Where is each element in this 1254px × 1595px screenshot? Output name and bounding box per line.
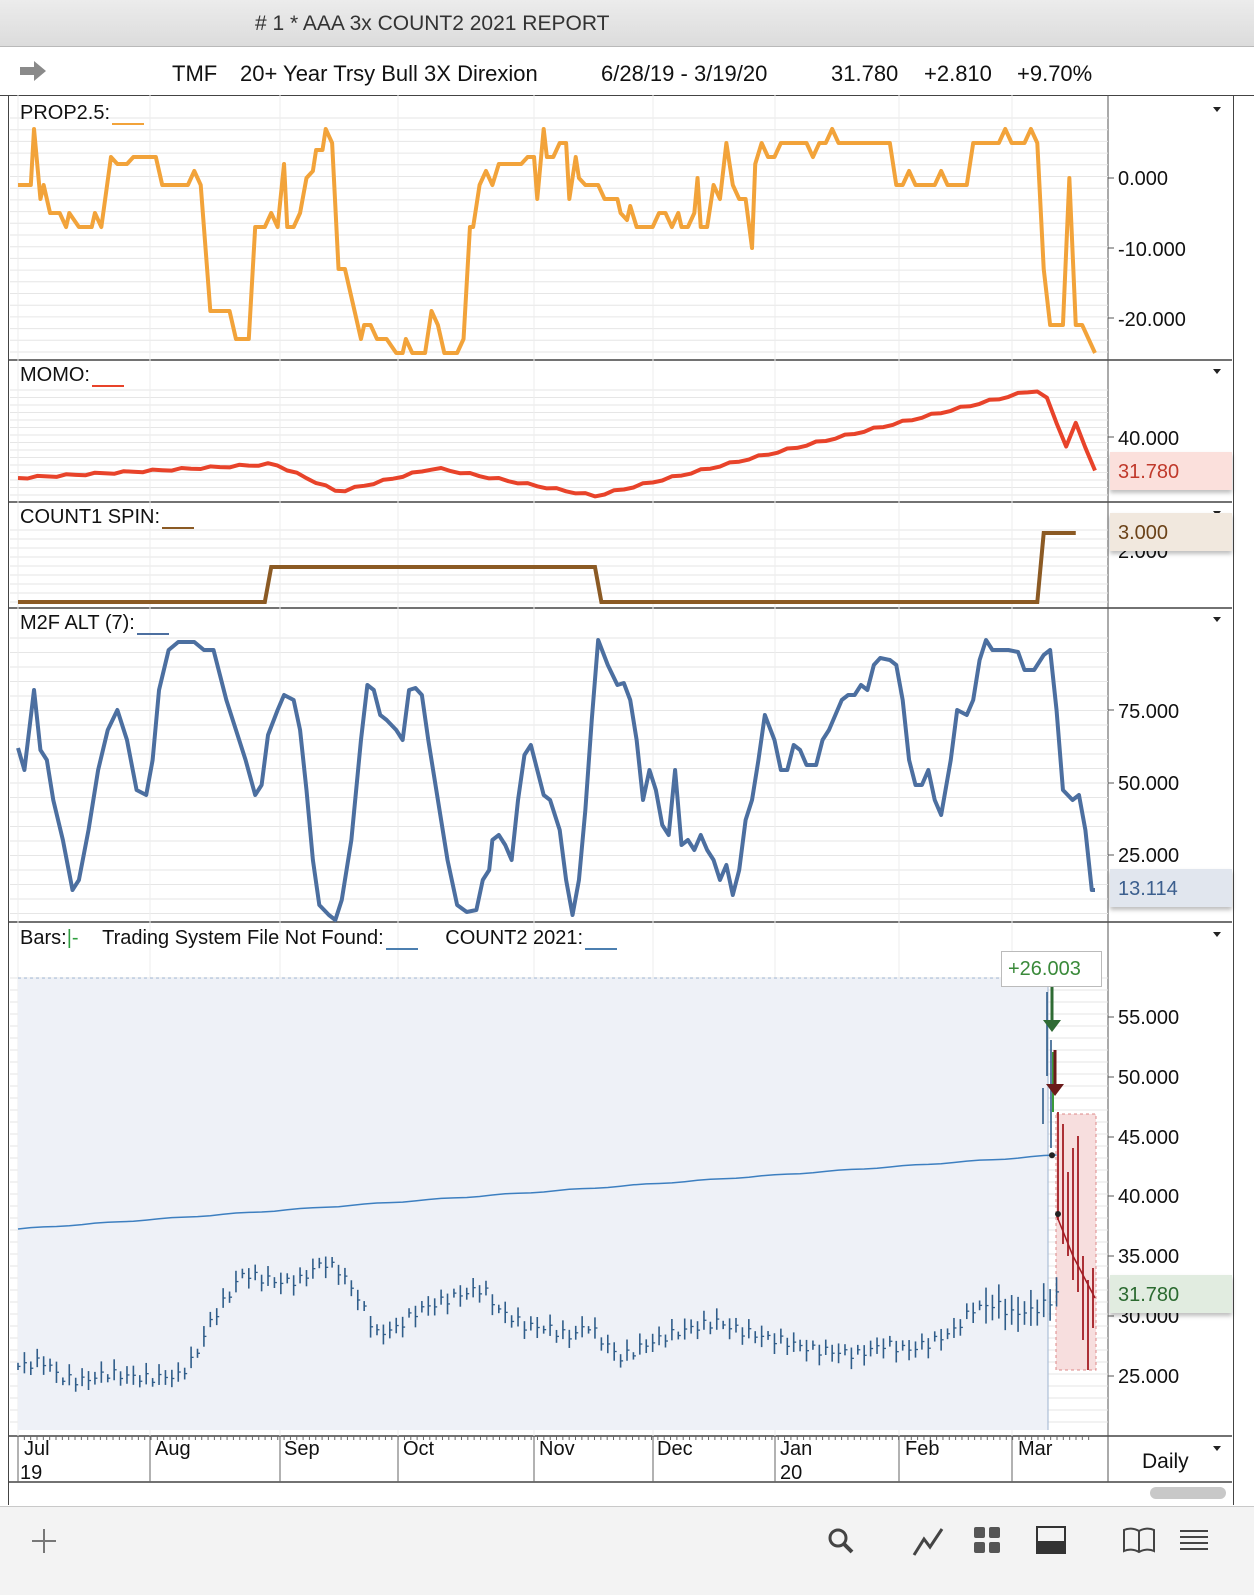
m2f-pane-label: M2F ALT (7): (20, 612, 169, 635)
prop-tick: -20.000 (1118, 309, 1186, 331)
window-title: # 1 * AAA 3x COUNT2 2021 REPORT (255, 12, 610, 35)
m2f-last-value: 13.114 (1110, 869, 1232, 907)
x-month-label: Mar (1018, 1438, 1053, 1460)
menu-icon[interactable] (1178, 1525, 1210, 1555)
window-titlebar: # 1 * AAA 3x COUNT2 2021 REPORT (0, 0, 1254, 47)
count1-pane-label: COUNT1 SPIN: (20, 506, 195, 529)
momo-pane-menu-icon[interactable] (1213, 369, 1221, 374)
bars-tick: 35.000 (1118, 1246, 1180, 1268)
plus-icon[interactable] (28, 1525, 60, 1557)
x-month-label: Nov (539, 1438, 575, 1460)
prop-tick: 0.000 (1118, 168, 1169, 190)
price-change-pct: +9.70% (1017, 61, 1093, 86)
trade-path-line (1055, 1213, 1096, 1299)
x-month-label: Dec (657, 1438, 693, 1460)
momo-tick: 40.000 (1118, 428, 1180, 450)
count1-last-value: 3.000 (1110, 513, 1232, 551)
m2f-pane-menu-icon[interactable] (1213, 617, 1221, 622)
trade-box (1055, 1113, 1097, 1371)
x-month-label: Jan (780, 1438, 813, 1460)
symbol: TMF (172, 61, 218, 86)
book-icon[interactable] (1122, 1525, 1156, 1555)
line-chart-icon[interactable] (912, 1525, 946, 1557)
x-month-label: Feb (905, 1438, 940, 1460)
search-icon[interactable] (825, 1525, 857, 1557)
prop-tick: -10.000 (1118, 239, 1186, 261)
m2f-tick: 25.000 (1118, 845, 1180, 867)
last-price: 31.780 (831, 61, 899, 86)
trade-gain-label: +26.003 (1001, 951, 1102, 987)
date-range: 6/28/19 - 3/19/20 (601, 61, 768, 86)
prop-pane-menu-icon[interactable] (1213, 107, 1221, 112)
momo-last-value: 31.780 (1110, 452, 1232, 490)
x-month-label: Sep (284, 1438, 320, 1460)
trade-exit-dot (1055, 1211, 1061, 1217)
x-month-label: Oct (403, 1438, 435, 1460)
forward-arrow-icon[interactable] (18, 59, 48, 83)
horizontal-scrollbar[interactable] (1150, 1487, 1226, 1499)
moving-average-line (17, 1154, 1057, 1230)
trade-entry-dot (1049, 1152, 1055, 1159)
bars-pane-label: Bars:|- Trading System File Not Found: C… (20, 927, 618, 950)
bars-last-value: 31.780 (1110, 1275, 1232, 1313)
bars-tick: 45.000 (1118, 1127, 1180, 1149)
panel-layout-icon[interactable] (1035, 1525, 1067, 1555)
chart-frame (8, 95, 1234, 1505)
down-arrow-icon (1046, 1084, 1064, 1096)
momo-pane-label: MOMO: (20, 364, 124, 387)
bars-background (18, 978, 1048, 1430)
count1-series-line (18, 531, 1076, 604)
bars-tick: 40.000 (1118, 1186, 1180, 1208)
bars-tick: 55.000 (1118, 1007, 1180, 1029)
symbol-bar: TMF 20+ Year Trsy Bull 3X Direxion 6/28/… (0, 47, 1254, 96)
bars-tick: 50.000 (1118, 1067, 1180, 1089)
x-year-label: 20 (780, 1462, 803, 1484)
interval-selector[interactable]: Daily (1142, 1450, 1189, 1473)
m2f-series-line (16, 638, 1095, 922)
prop-pane-label: PROP2.5: (20, 102, 145, 125)
symbol-description: 20+ Year Trsy Bull 3X Direxion (240, 61, 538, 86)
interval-menu-icon[interactable] (1213, 1446, 1221, 1451)
bars-pane-menu-icon[interactable] (1213, 932, 1221, 937)
price-change: +2.810 (924, 61, 992, 86)
momo-series-line (17, 389, 1097, 499)
bars-tick: 25.000 (1118, 1366, 1180, 1388)
prop-series-line (18, 127, 1097, 355)
down-arrow-icon (1043, 1020, 1061, 1032)
m2f-tick: 50.000 (1118, 773, 1180, 795)
x-year-label: 19 (20, 1462, 43, 1484)
x-month-label: Aug (155, 1438, 191, 1460)
x-month-label: Jul (24, 1438, 50, 1460)
m2f-tick: 75.000 (1118, 701, 1180, 723)
grid-icon[interactable] (972, 1525, 1002, 1555)
